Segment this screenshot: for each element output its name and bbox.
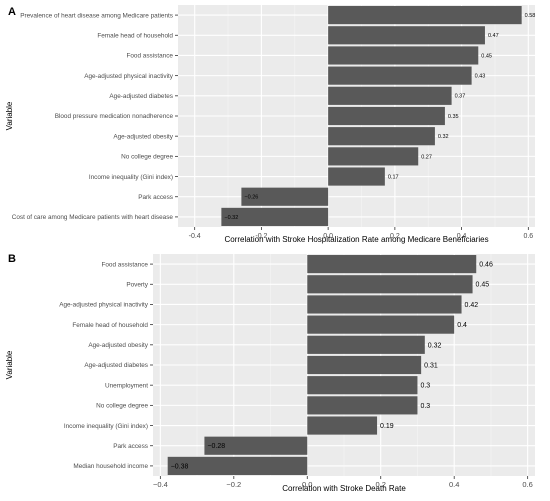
panel-b-value-label: 0.46: [479, 262, 493, 269]
panel-a-letter: A: [8, 6, 16, 18]
panel-a-category-label: Park access: [138, 194, 173, 201]
panel-b-value-label: 0.31: [424, 362, 438, 369]
panel-a-value-label: 0.27: [421, 154, 432, 160]
panel-b-y-axis-title: Variable: [5, 350, 14, 379]
panel-b-value-label: 0.42: [465, 302, 479, 309]
panel-b-category-label: No college degree: [96, 403, 148, 410]
panel-a-bar: [241, 187, 329, 206]
panel-a-x-tick-label: 0.0: [323, 233, 333, 240]
panel-a-x-tick-label: 0.4: [457, 233, 467, 240]
panel-a-x-tick-label: -0.4: [189, 233, 201, 240]
panel-b-bar: [307, 335, 425, 354]
panel-b-category-label: Age-adjusted diabetes: [84, 362, 148, 369]
panel-b-bar: [307, 396, 418, 415]
panel-a-bar: [328, 167, 385, 186]
panel-b-category-label: Median household income: [73, 463, 148, 470]
panel-b-x-tick-label: −0.4: [153, 480, 168, 489]
panel-a-bar: [328, 46, 479, 65]
panel-b-value-label: 0.4: [457, 322, 467, 329]
panel-a-y-axis-title: Variable: [5, 101, 14, 130]
panel-b-value-label: 0.32: [428, 342, 442, 349]
panel-b-value-label: 0.3: [420, 383, 430, 390]
panel-a-bar: [328, 106, 445, 126]
panel-a-category-label: No college degree: [121, 154, 173, 161]
panel-b-value-label: −0.38: [171, 463, 189, 470]
panel-b-letter: B: [8, 253, 16, 265]
panel-a-x-tick-label: 0.6: [523, 233, 533, 240]
panel-b-value-label: 0.3: [420, 403, 430, 410]
panel-b-x-tick-label: 0.0: [302, 480, 312, 489]
panel-b-category-label: Income inequality (Gini index): [64, 423, 148, 430]
panel-b-bar: [307, 255, 477, 274]
panel-b-category-label: Food assistance: [101, 261, 148, 268]
panel-a-bar: [328, 147, 419, 166]
panel-b-category-label: Age-adjusted obesity: [88, 342, 148, 349]
panel-a-value-label: 0.43: [475, 74, 486, 80]
panel-b-value-label: −0.28: [207, 443, 225, 450]
panel-a-bar: [328, 66, 472, 85]
panel-b-value-label: 0.45: [476, 282, 490, 289]
panel-b-bar: [307, 416, 378, 435]
panel-b-bar: [307, 275, 473, 294]
panel-a-value-label: 0.17: [388, 174, 399, 180]
panel-a-value-label: 0.47: [488, 33, 499, 39]
panel-a-category-label: Blood pressure medication nonadherence: [55, 113, 174, 120]
panel-b-category-label: Female head of household: [72, 322, 148, 329]
panel-a-bar: [328, 6, 522, 25]
panel-b-bar: [307, 295, 462, 314]
panel-b-bar: [167, 456, 308, 475]
panel-b-category-label: Poverty: [126, 282, 148, 289]
panel-b-bar: [307, 376, 418, 395]
panel-b-value-label: 0.19: [380, 423, 394, 430]
panel-a-bar: [328, 86, 452, 105]
panel-b-category-label: Age-adjusted physical inactivity: [59, 302, 149, 309]
panel-b-bar: [307, 355, 422, 375]
panel-a-value-label: 0.45: [481, 53, 492, 59]
panel-b-bar: [204, 436, 308, 455]
panel-b-category-label: Unemployment: [105, 382, 148, 389]
panel-b-x-tick-label: 0.6: [522, 480, 532, 489]
panel-a-bar: [328, 26, 485, 45]
panel-a-bar: [328, 127, 435, 146]
panel-a-value-label: 0.37: [455, 94, 466, 100]
panel-b-x-axis-title: Correlation with Stroke Death Rate: [282, 484, 406, 493]
panel-b-bar: [307, 315, 455, 334]
panel-a-category-label: Cost of care among Medicare patients wit…: [12, 214, 174, 221]
panel-a-category-label: Female head of household: [97, 33, 173, 40]
panel-a-value-label: −0.32: [224, 215, 238, 221]
panel-a-category-label: Prevalence of heart disease among Medica…: [20, 12, 173, 19]
panel-a-value-label: 0.58: [525, 13, 536, 19]
panel-a-bar: [221, 207, 329, 226]
panel-a-value-label: −0.26: [244, 195, 258, 201]
panel-a-x-tick-label: 0.2: [390, 233, 400, 240]
panel-b-category-label: Park access: [113, 443, 148, 450]
panel-b-x-tick-label: −0.2: [226, 480, 241, 489]
panel-a-category-label: Age-adjusted physical inactivity: [84, 73, 174, 80]
panel-b-x-tick-label: 0.4: [449, 480, 459, 489]
panel-a-x-axis-title: Correlation with Stroke Hospitalization …: [224, 235, 488, 244]
panel-a-category-label: Age-adjusted obesity: [113, 133, 173, 140]
panel-a-category-label: Income inequality (Gini index): [89, 174, 173, 181]
panel-b-x-tick-label: 0.2: [376, 480, 386, 489]
panel-a-value-label: 0.32: [438, 134, 449, 140]
panel-a-category-label: Food assistance: [126, 53, 173, 60]
panel-a-x-tick-label: -0.2: [255, 233, 267, 240]
panel-a-value-label: 0.35: [448, 114, 459, 120]
panel-a-category-label: Age-adjusted diabetes: [109, 93, 173, 100]
